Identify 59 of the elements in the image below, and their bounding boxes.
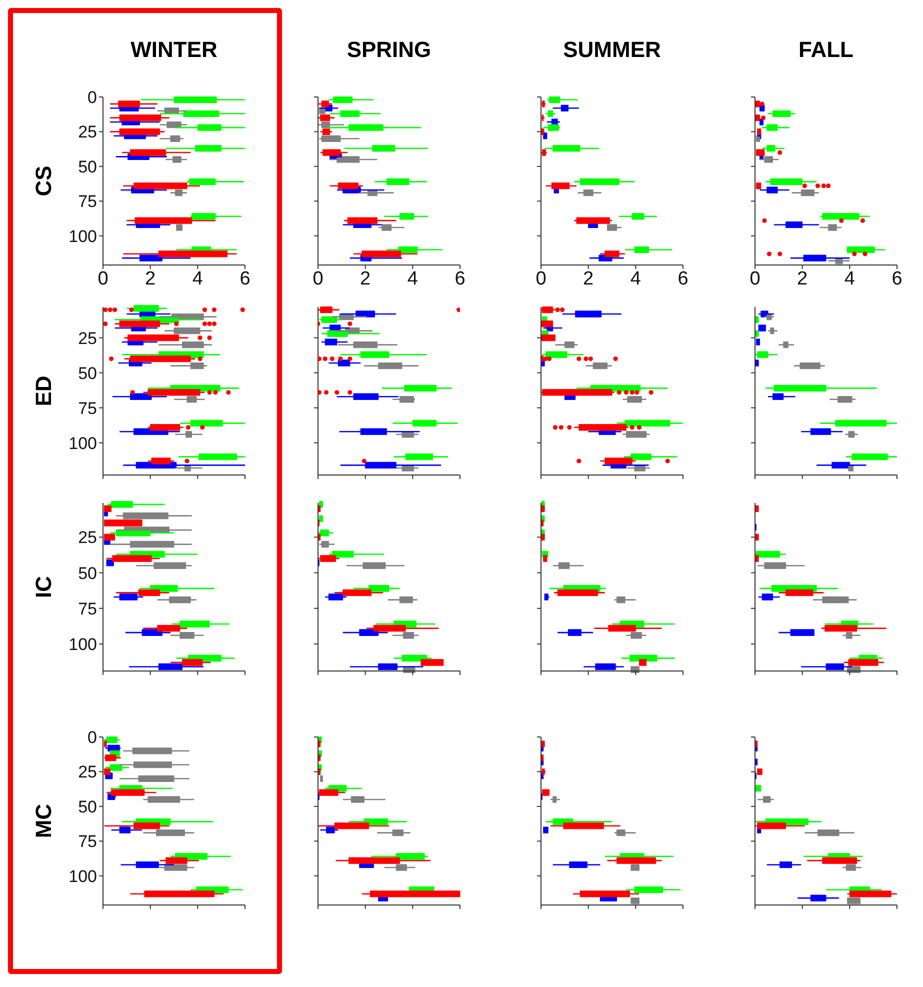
chart-title: SUMMER bbox=[562, 37, 662, 63]
y-axis-title: IC bbox=[31, 576, 57, 598]
chart-title: SPRING bbox=[346, 37, 432, 63]
point bbox=[862, 252, 868, 256]
y-tick-label: 25 bbox=[78, 528, 97, 548]
point bbox=[860, 218, 865, 223]
y-tick-label: 75 bbox=[78, 192, 97, 212]
y-tick-label: 25 bbox=[78, 328, 97, 348]
point bbox=[778, 252, 782, 256]
point bbox=[324, 390, 329, 395]
y-tick-label: 75 bbox=[78, 398, 97, 418]
x-tick-label: 2 bbox=[583, 268, 594, 290]
y-tick-label: 0 bbox=[88, 88, 97, 108]
x-tick-label: 2 bbox=[360, 268, 371, 290]
y-tick-label: 25 bbox=[78, 762, 97, 782]
point bbox=[348, 322, 352, 326]
y-tick-label: 50 bbox=[78, 364, 97, 383]
x-tick-label: 4 bbox=[407, 268, 418, 290]
y-tick-label: 100 bbox=[68, 226, 97, 246]
chart-title: FALL bbox=[798, 37, 854, 63]
x-tick-label: 4 bbox=[192, 268, 204, 290]
y-tick-label: 100 bbox=[68, 434, 97, 453]
y-tick-label: 75 bbox=[78, 599, 97, 618]
point bbox=[362, 458, 366, 464]
point bbox=[334, 390, 340, 395]
point bbox=[762, 218, 767, 223]
y-axis-title: ED bbox=[31, 376, 57, 406]
point bbox=[852, 252, 857, 256]
x-tick-label: 6 bbox=[454, 268, 466, 290]
x-tick-label: 6 bbox=[678, 268, 688, 290]
y-axis-title: CS bbox=[31, 166, 57, 196]
x-tick-label: 4 bbox=[844, 268, 856, 290]
y-tick-label: 50 bbox=[78, 564, 97, 583]
x-tick-label: 2 bbox=[797, 268, 808, 290]
point bbox=[330, 356, 334, 362]
x-tick-label: 0 bbox=[312, 268, 324, 290]
y-tick-label: 100 bbox=[68, 866, 97, 886]
chart-title: WINTER bbox=[130, 37, 218, 63]
y-tick-label: 100 bbox=[68, 634, 97, 654]
y-tick-label: 75 bbox=[78, 832, 97, 852]
y-axis-title: MC bbox=[31, 804, 57, 838]
x-tick-label: 4 bbox=[630, 268, 642, 290]
x-tick-label: 0 bbox=[536, 268, 546, 290]
y-tick-label: 25 bbox=[78, 122, 97, 142]
point bbox=[318, 356, 322, 362]
point bbox=[338, 356, 343, 362]
y-tick-label: 50 bbox=[78, 157, 97, 176]
point bbox=[322, 356, 328, 362]
point bbox=[766, 252, 772, 256]
y-tick-label: 0 bbox=[88, 728, 97, 748]
point bbox=[348, 390, 352, 395]
y-tick-label: 50 bbox=[78, 797, 97, 816]
point bbox=[839, 218, 844, 223]
point bbox=[348, 356, 352, 362]
x-tick-label: 0 bbox=[750, 268, 760, 290]
point bbox=[318, 390, 322, 395]
x-tick-label: 6 bbox=[892, 268, 902, 290]
x-tick-label: 6 bbox=[240, 268, 250, 290]
x-tick-label: 2 bbox=[145, 268, 156, 290]
